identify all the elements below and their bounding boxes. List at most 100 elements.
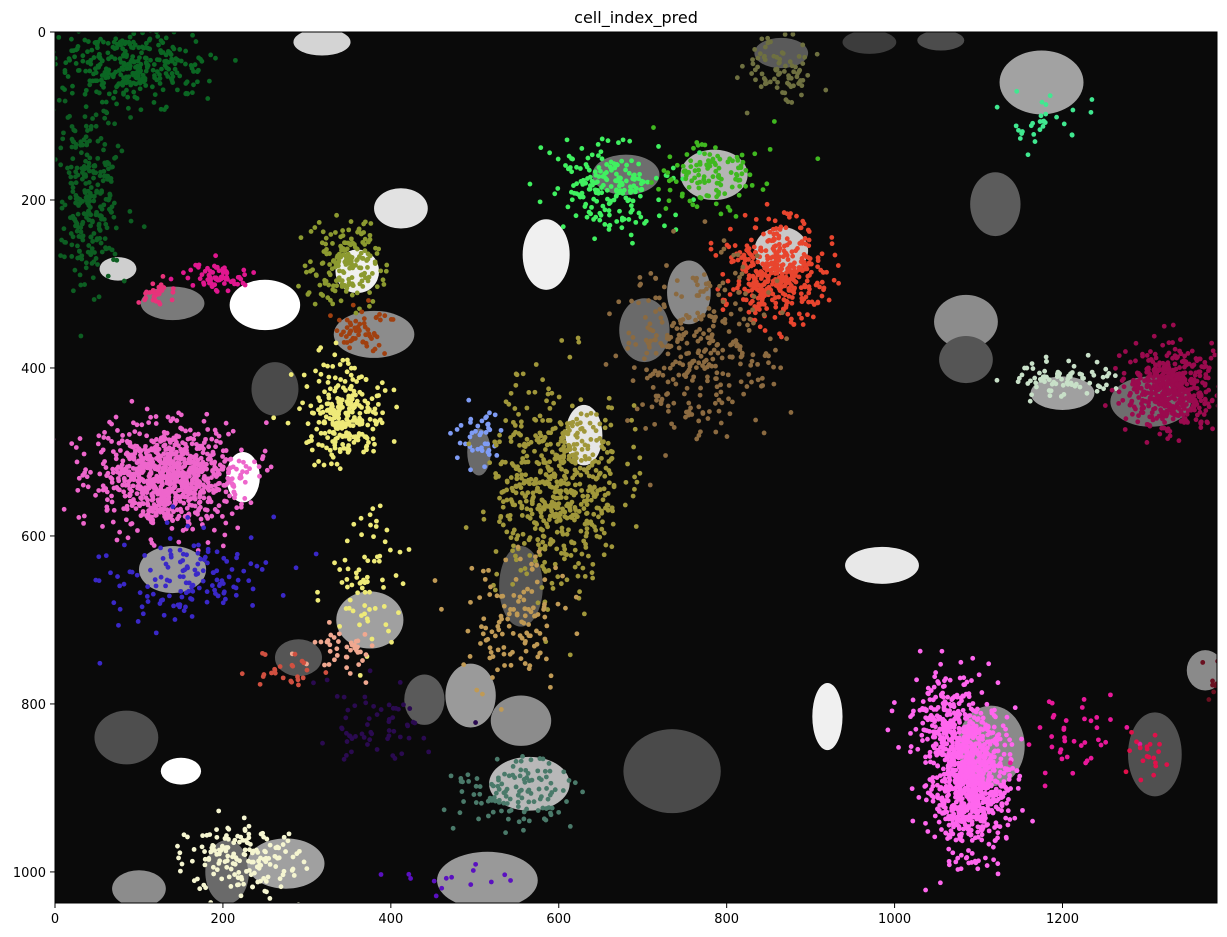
data-point <box>189 482 195 487</box>
data-point <box>113 36 119 42</box>
data-point <box>760 295 765 301</box>
data-point <box>193 455 198 461</box>
data-point <box>547 150 553 156</box>
data-point <box>548 673 554 679</box>
data-point <box>1104 373 1110 379</box>
data-point <box>695 180 700 186</box>
data-point <box>1028 123 1034 129</box>
data-point <box>101 84 106 90</box>
data-point <box>795 246 800 251</box>
data-point <box>705 416 711 421</box>
data-point <box>56 34 62 40</box>
data-point <box>192 432 198 438</box>
data-point <box>595 475 600 481</box>
data-point <box>794 74 800 80</box>
data-point <box>105 173 111 179</box>
data-point <box>630 493 636 499</box>
cell-mask <box>917 32 965 51</box>
cell-mask <box>1128 712 1182 797</box>
data-point <box>486 567 491 573</box>
data-point <box>235 577 241 583</box>
data-point <box>365 251 371 257</box>
data-point <box>614 193 619 199</box>
data-point <box>788 319 794 325</box>
data-point <box>322 389 327 395</box>
data-point <box>121 278 127 284</box>
data-point <box>1161 323 1167 329</box>
data-point <box>647 482 653 488</box>
data-point <box>743 167 749 173</box>
data-point <box>593 187 598 193</box>
data-point <box>522 566 528 571</box>
data-point <box>119 438 125 444</box>
data-point <box>492 412 498 418</box>
data-point <box>500 504 506 510</box>
data-point <box>773 347 778 353</box>
data-point <box>134 95 140 101</box>
data-point <box>318 371 324 377</box>
data-point <box>393 573 399 578</box>
data-point <box>693 278 699 284</box>
data-point <box>366 439 371 445</box>
data-point <box>384 527 390 533</box>
data-point <box>725 204 731 210</box>
data-point <box>342 557 348 563</box>
data-point <box>92 250 97 255</box>
data-point <box>365 422 371 428</box>
data-point <box>96 578 102 584</box>
data-point <box>339 247 344 253</box>
data-point <box>117 472 123 477</box>
data-point <box>718 182 724 188</box>
data-point <box>762 77 768 83</box>
data-point <box>696 433 702 438</box>
data-point <box>590 452 596 458</box>
data-point <box>391 728 397 734</box>
data-point <box>1148 386 1154 391</box>
data-point <box>510 631 516 636</box>
data-point <box>597 534 603 540</box>
data-point <box>603 362 609 367</box>
data-point <box>559 525 565 531</box>
data-point <box>205 427 211 432</box>
data-point <box>91 198 97 204</box>
data-point <box>88 126 94 132</box>
data-point <box>145 584 151 590</box>
data-point <box>226 574 232 580</box>
data-point <box>145 502 151 508</box>
data-point <box>596 505 601 511</box>
data-point <box>131 89 137 95</box>
data-point <box>129 455 135 461</box>
data-point <box>204 599 210 605</box>
data-point <box>208 280 214 286</box>
data-point <box>626 340 632 346</box>
data-point <box>1189 364 1195 369</box>
data-point <box>366 274 372 280</box>
data-point <box>328 461 334 467</box>
data-point <box>702 142 708 148</box>
data-point <box>599 444 605 449</box>
data-point <box>578 166 583 171</box>
data-point <box>134 572 140 578</box>
data-point <box>171 435 177 441</box>
data-point <box>263 560 269 565</box>
data-point <box>474 687 480 693</box>
data-point <box>377 311 382 317</box>
data-point <box>346 261 352 266</box>
data-point <box>771 119 777 124</box>
data-point <box>727 354 733 360</box>
data-point <box>734 173 740 178</box>
data-point <box>529 511 535 517</box>
data-point <box>206 444 212 450</box>
data-point <box>757 324 763 330</box>
data-point <box>800 77 806 83</box>
data-point <box>724 434 730 439</box>
data-point <box>65 115 71 120</box>
data-point <box>157 72 162 78</box>
data-point <box>584 511 589 516</box>
data-point <box>81 137 87 143</box>
data-point <box>260 674 266 679</box>
data-point <box>1178 351 1184 357</box>
data-point <box>633 219 639 225</box>
data-point <box>324 445 329 451</box>
data-point <box>101 108 107 114</box>
